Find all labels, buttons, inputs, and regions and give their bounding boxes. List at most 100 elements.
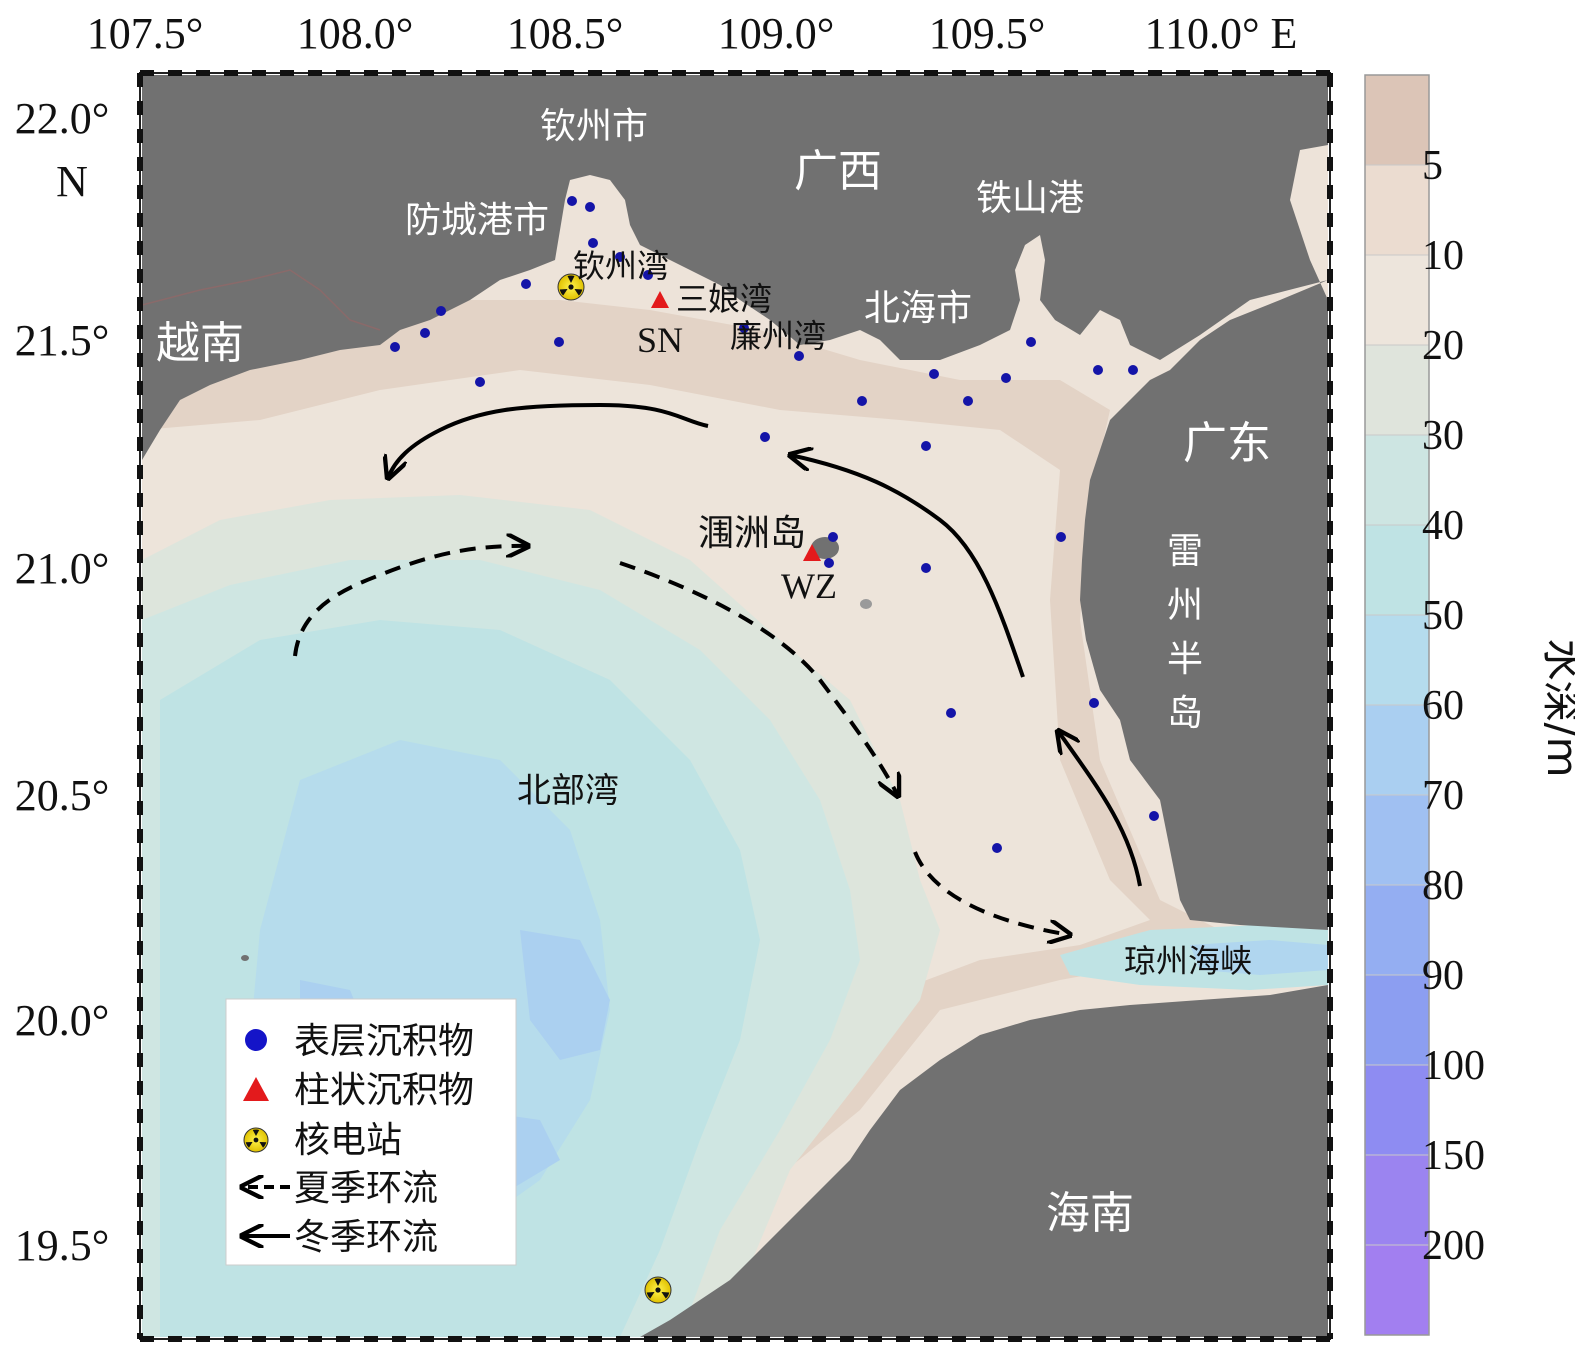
core-sediment-sites [651,291,821,561]
colorbar-band [1365,885,1429,976]
legend-surface-sediment-label: 表层沉积物 [294,1021,474,1062]
legend-surface-sediment-symbol [245,1029,267,1051]
lat-label: 22.0° [15,94,110,143]
colorbar-label: 150 [1422,1133,1485,1179]
colorbar-band [1365,795,1429,886]
legend-core-sediment-symbol [243,1077,269,1101]
label-guangxi: 广西 [794,146,882,197]
winter-current-arrow [1058,731,1142,887]
colorbar-band [1365,1245,1429,1336]
legend-nuclear-plant-label: 核电站 [294,1120,402,1161]
strait-channel-deep [1190,940,1328,975]
label-lianzhou-bay: 廉州湾 [730,317,826,355]
surface-sediment-station [929,369,939,379]
surface-sediment-station [554,337,564,347]
deep-patch [520,930,610,1060]
label-leizhou-char: 半 [1167,639,1203,680]
label-wz: WZ [781,566,837,606]
latitude-labels: 22.0° N 21.5° 21.0° 20.5° 20.0° 19.5° [15,94,110,1270]
colorbar-label: 10 [1422,233,1464,279]
label-beihai-city: 北海市 [864,288,972,329]
lat-label: 21.5° [15,316,110,365]
colorbar-label: 80 [1422,863,1464,909]
colorbar-band [1365,255,1429,346]
lon-label: 109.0° [718,9,835,58]
xieyang-island-land [860,599,872,609]
surface-sediment-station [588,238,598,248]
nuclear-plant-changjiang [644,1276,672,1304]
lon-label: 108.5° [507,9,624,58]
surface-sediment-station [946,708,956,718]
colorbar-label: 100 [1422,1043,1485,1089]
surface-sediment-station [1001,373,1011,383]
colorbar-band [1365,345,1429,436]
legend-box [225,998,517,1266]
label-sn: SN [637,320,683,360]
colorbar-title: 水深/m [1538,638,1575,777]
longitude-labels: 107.5° 108.0° 108.5° 109.0° 109.5° 110.0… [87,9,1298,58]
colorbar-band [1365,1065,1429,1156]
colorbar-label: 200 [1422,1223,1485,1269]
summer-current-arrow [619,561,898,796]
core-site-wz [803,544,821,561]
colorbar-label: 40 [1422,503,1464,549]
surface-sediment-station [1128,365,1138,375]
label-hainan: 海南 [1046,1188,1134,1239]
colorbar-label: 60 [1422,683,1464,729]
label-leizhou-char: 雷 [1167,531,1203,572]
surface-sediment-station [1149,811,1159,821]
label-leizhou-char: 岛 [1167,693,1203,734]
colorbar-label: 50 [1422,593,1464,639]
colorbar-label: 5 [1422,143,1443,189]
label-fangchenggang-city: 防城港市 [405,200,549,241]
surface-sediment-station [992,843,1002,853]
surface-sediment-station [963,396,973,406]
hainan-land [640,985,1328,1337]
legend: 表层沉积物 柱状沉积物 核电站 夏季环流 冬季环流 [225,998,517,1266]
surface-sediment-station [1026,337,1036,347]
legend-summer-label: 夏季环流 [294,1168,438,1209]
summer-current-arrow [913,851,1070,935]
label-leizhou-char: 州 [1167,585,1203,626]
surface-sediment-station [1089,698,1099,708]
place-labels: 钦州市 广西 铁山港 防城港市 钦州湾 三娘湾 廉州湾 北海市 越南 SN 广东… [156,106,1271,1239]
colorbar-border [1364,74,1430,1336]
label-tieshan-port: 铁山港 [976,178,1084,219]
surface-sediment-stations [390,196,1159,853]
lat-unit: N [56,157,88,206]
colorbar-label: 20 [1422,323,1464,369]
winter-circulation [388,402,1142,887]
surface-sediment-station [739,323,749,333]
colorbar-label: 90 [1422,953,1464,999]
surface-sediment-station [824,558,834,568]
label-qiongzhou-strait: 琼州海峡 [1124,942,1252,980]
surface-sediment-station [760,432,770,442]
summer-circulation [293,546,1070,935]
legend-nuclear-plant-symbol [243,1127,269,1153]
mainland-land [142,75,1328,930]
label-sanniang-bay: 三娘湾 [676,280,772,318]
lon-label: 110.0° E [1145,9,1298,58]
colorbar-band [1365,705,1429,796]
colorbar-band [1365,75,1429,166]
colorbar-band [1365,525,1429,616]
lat-label: 19.5° [15,1221,110,1270]
border-line [142,269,381,331]
colorbar-band [1365,1155,1429,1246]
surface-sediment-station [794,351,804,361]
surface-sediment-station [567,196,577,206]
core-site-sn [651,291,669,308]
lon-label: 107.5° [87,9,204,58]
lat-label: 21.0° [15,544,110,593]
label-vietnam: 越南 [156,318,244,369]
winter-current-arrow [388,402,709,478]
surface-sediment-station [857,396,867,406]
label-weizhou-island: 涠洲岛 [698,513,806,554]
surface-sediment-station [828,532,838,542]
surface-sediment-station [475,377,485,387]
surface-sediment-station [390,342,400,352]
surface-sediment-station [521,279,531,289]
map-frame [137,70,1333,1342]
surface-sediment-station [921,441,931,451]
